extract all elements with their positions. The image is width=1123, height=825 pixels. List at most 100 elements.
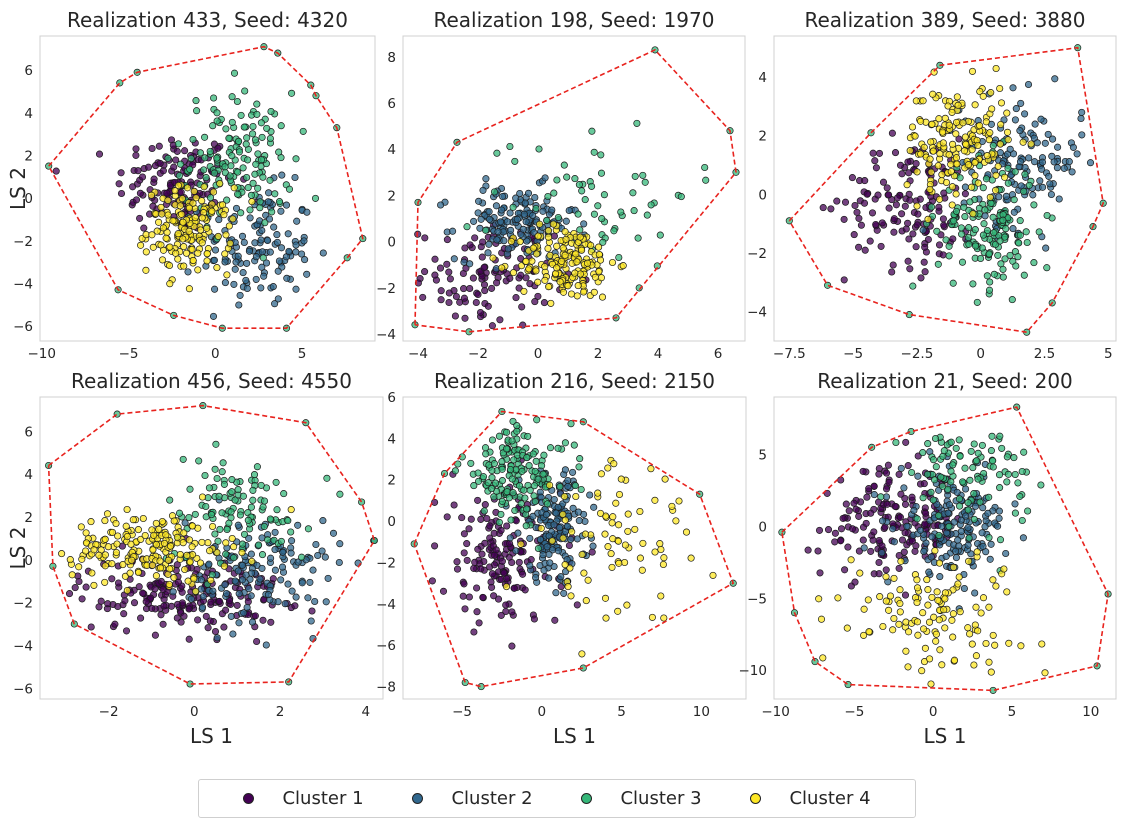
data-point <box>1030 201 1038 209</box>
data-point <box>567 592 575 600</box>
data-point <box>531 467 539 475</box>
data-point <box>443 513 451 521</box>
data-point <box>480 507 488 515</box>
data-point <box>570 441 578 449</box>
data-point <box>583 259 592 267</box>
data-point <box>228 488 236 496</box>
data-point <box>163 189 171 197</box>
data-point <box>159 224 167 232</box>
data-point <box>935 203 943 211</box>
data-point <box>230 184 238 192</box>
data-point <box>956 608 964 616</box>
data-point <box>983 272 991 280</box>
data-point <box>1011 500 1019 508</box>
data-point <box>979 594 988 602</box>
data-point <box>936 195 944 203</box>
legend-item-cluster-3: Cluster 3 <box>581 788 702 809</box>
data-point <box>949 140 957 148</box>
data-point <box>925 618 934 626</box>
data-point <box>502 601 510 609</box>
data-point <box>819 654 827 662</box>
data-point <box>913 576 921 584</box>
data-point <box>219 201 227 209</box>
data-point <box>938 661 946 669</box>
data-point <box>471 558 479 566</box>
data-point <box>488 284 496 292</box>
data-point <box>638 566 646 574</box>
data-point <box>229 630 237 638</box>
data-point <box>474 469 482 477</box>
data-point <box>95 150 104 158</box>
data-point <box>831 529 839 537</box>
data-point <box>987 199 995 207</box>
data-point <box>248 198 256 206</box>
legend-label: Cluster 1 <box>282 788 364 809</box>
data-point <box>190 575 198 583</box>
data-point <box>210 256 218 264</box>
data-point <box>153 227 161 235</box>
data-point <box>561 516 569 524</box>
data-point <box>437 296 445 304</box>
data-point <box>1035 228 1043 236</box>
data-point <box>481 539 489 547</box>
data-point <box>243 259 251 267</box>
data-point <box>431 542 439 550</box>
data-point <box>223 525 231 534</box>
data-point <box>475 619 483 627</box>
data-point <box>269 575 277 583</box>
data-point <box>672 517 680 525</box>
legend-label: Cluster 2 <box>451 788 533 809</box>
data-point <box>207 598 215 606</box>
data-point <box>596 256 605 264</box>
data-point <box>213 634 221 642</box>
data-point <box>269 283 277 291</box>
data-point <box>518 467 526 475</box>
data-point <box>927 168 935 176</box>
data-point <box>875 149 884 157</box>
data-point <box>507 237 515 246</box>
data-point <box>597 470 605 478</box>
data-point <box>178 195 186 203</box>
data-point <box>519 570 527 578</box>
data-point <box>419 293 427 301</box>
data-point <box>943 529 951 537</box>
data-point <box>475 197 483 205</box>
data-point <box>185 285 193 293</box>
data-point <box>964 524 972 532</box>
data-point <box>277 537 285 545</box>
data-point <box>136 214 144 222</box>
data-point <box>913 221 921 229</box>
data-point <box>955 573 963 581</box>
data-point <box>560 161 568 169</box>
data-point <box>608 563 616 571</box>
data-point <box>661 475 669 483</box>
data-point <box>194 266 202 274</box>
data-point <box>647 465 655 473</box>
data-point <box>1031 158 1039 166</box>
data-point <box>994 251 1002 259</box>
data-point <box>218 509 226 517</box>
data-point <box>303 208 311 216</box>
data-point <box>911 132 919 140</box>
data-point <box>215 492 223 500</box>
data-point <box>890 228 898 236</box>
data-point <box>159 620 167 628</box>
data-point <box>919 449 927 457</box>
data-point <box>992 582 1000 590</box>
data-point <box>897 490 905 498</box>
data-point <box>541 276 549 284</box>
data-point <box>503 428 511 436</box>
data-point <box>565 541 573 550</box>
data-point <box>115 180 123 188</box>
data-point <box>232 258 240 266</box>
data-point <box>503 522 511 530</box>
data-point <box>530 615 538 623</box>
data-point <box>488 583 496 591</box>
data-point <box>977 254 985 263</box>
data-point <box>241 87 249 95</box>
data-point <box>1053 164 1061 172</box>
data-point <box>872 164 880 172</box>
data-point <box>976 122 984 130</box>
data-point <box>1031 120 1039 128</box>
data-point <box>472 298 480 307</box>
